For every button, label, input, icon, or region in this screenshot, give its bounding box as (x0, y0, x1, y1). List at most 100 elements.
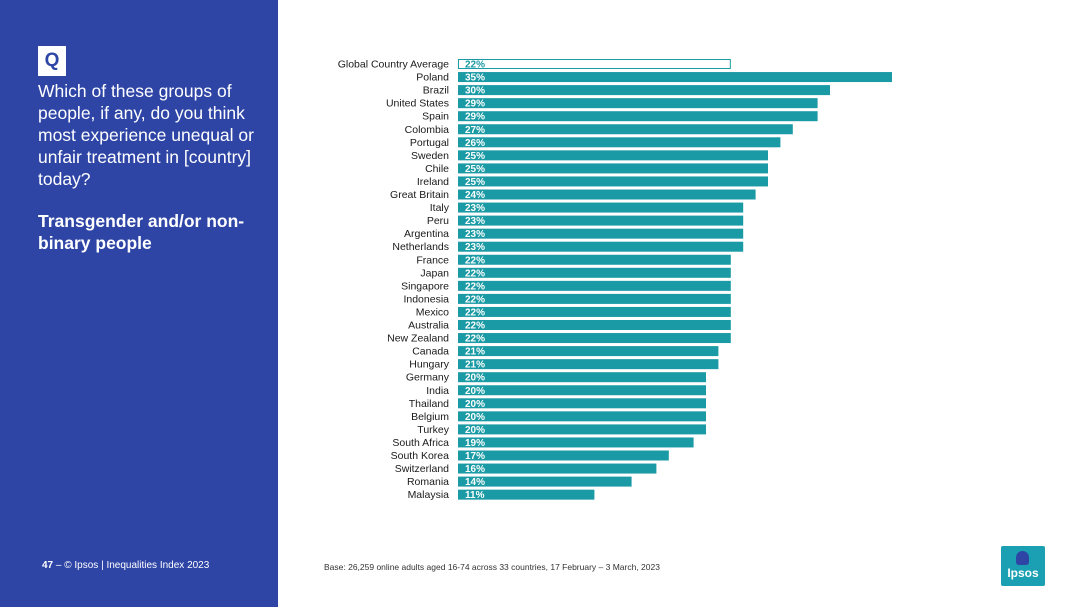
category-label-hungary: Hungary (409, 359, 449, 371)
category-label-ireland: Ireland (417, 176, 449, 188)
bar-south-africa (458, 437, 694, 448)
bar-global-country-average (458, 59, 731, 69)
category-label-global-country-average: Global Country Average (338, 59, 449, 71)
bar-brazil (458, 85, 830, 96)
value-label-france: 22% (465, 255, 485, 266)
value-label-portugal: 26% (465, 138, 485, 149)
category-label-spain: Spain (422, 111, 449, 123)
category-label-indonesia: Indonesia (403, 293, 449, 305)
value-label-global-country-average: 22% (465, 60, 485, 71)
footer-dash: – (55, 560, 65, 571)
bar-new-zealand (458, 333, 731, 344)
category-label-canada: Canada (412, 346, 449, 358)
category-label-mexico: Mexico (416, 306, 449, 318)
category-label-sweden: Sweden (411, 150, 449, 162)
logo-text: Ipsos (1007, 566, 1039, 580)
category-label-poland: Poland (416, 72, 449, 84)
footer: 47 – © Ipsos | Inequalities Index 2023 (42, 560, 209, 571)
bar-portugal (458, 137, 781, 148)
left-panel: Q Which of these groups of people, if an… (0, 0, 278, 607)
category-label-argentina: Argentina (404, 228, 449, 240)
base-note: Base: 26,259 online adults aged 16-74 ac… (324, 562, 660, 572)
value-label-india: 20% (465, 386, 485, 397)
value-label-south-africa: 19% (465, 438, 485, 449)
category-label-belgium: Belgium (411, 411, 449, 423)
value-label-malaysia: 11% (465, 490, 485, 501)
category-label-italy: Italy (430, 202, 450, 214)
value-label-switzerland: 16% (465, 464, 485, 475)
bar-chile (458, 163, 768, 174)
value-label-italy: 23% (465, 203, 485, 214)
category-label-new-zealand: New Zealand (387, 333, 449, 345)
category-label-australia: Australia (408, 320, 449, 332)
bar-canada (458, 346, 719, 357)
value-label-japan: 22% (465, 268, 485, 279)
bar-turkey (458, 424, 706, 435)
category-label-singapore: Singapore (401, 280, 449, 292)
value-label-germany: 20% (465, 373, 485, 384)
value-label-australia: 22% (465, 321, 485, 332)
category-label-chile: Chile (425, 163, 449, 175)
value-label-chile: 25% (465, 164, 485, 175)
value-label-indonesia: 22% (465, 294, 485, 305)
value-label-canada: 21% (465, 347, 485, 358)
value-label-poland: 35% (465, 73, 485, 84)
value-label-thailand: 20% (465, 399, 485, 410)
bar-germany (458, 372, 706, 383)
value-label-singapore: 22% (465, 281, 485, 292)
category-label-portugal: Portugal (410, 137, 449, 149)
bar-chart: Global Country Average 22% Poland 35% Brazil… (338, 59, 892, 501)
bar-thailand (458, 398, 706, 409)
bar-indonesia (458, 293, 731, 304)
question-badge: Q (38, 46, 66, 76)
category-label-south-africa: South Africa (392, 437, 449, 449)
question-text: Which of these groups of people, if any,… (38, 81, 254, 189)
category-label-colombia: Colombia (405, 124, 450, 136)
value-label-netherlands: 23% (465, 242, 485, 253)
value-label-sweden: 25% (465, 151, 485, 162)
value-label-peru: 23% (465, 216, 485, 227)
page-number: 47 (42, 560, 54, 571)
bar-singapore (458, 280, 731, 291)
bar-poland (458, 72, 892, 83)
bar-japan (458, 267, 731, 278)
subject-title: Transgender and/or non-binary people (38, 211, 245, 253)
bar-colombia (458, 124, 793, 135)
value-label-hungary: 21% (465, 360, 485, 371)
value-label-turkey: 20% (465, 425, 485, 436)
category-label-great-britain: Great Britain (390, 189, 449, 201)
bar-hungary (458, 359, 719, 370)
value-label-belgium: 20% (465, 412, 485, 423)
bar-netherlands (458, 241, 744, 252)
category-label-japan: Japan (420, 267, 449, 279)
bar-belgium (458, 411, 706, 422)
category-label-netherlands: Netherlands (392, 241, 449, 253)
bar-sweden (458, 150, 768, 161)
category-label-france: France (416, 254, 449, 266)
bar-malaysia (458, 489, 595, 500)
bar-great-britain (458, 189, 756, 200)
bar-spain (458, 111, 818, 122)
category-label-south-korea: South Korea (391, 450, 450, 462)
bar-italy (458, 202, 744, 213)
category-label-turkey: Turkey (417, 424, 449, 436)
bar-switzerland (458, 463, 657, 474)
ipsos-logo: Ipsos (1001, 546, 1045, 586)
category-label-india: India (426, 385, 449, 397)
bar-south-korea (458, 450, 669, 461)
category-label-romania: Romania (407, 476, 449, 488)
value-label-mexico: 22% (465, 307, 485, 318)
value-label-ireland: 25% (465, 177, 485, 188)
category-label-germany: Germany (406, 372, 450, 384)
bar-romania (458, 476, 632, 487)
category-label-peru: Peru (427, 215, 449, 227)
value-label-south-korea: 17% (465, 451, 485, 462)
category-label-thailand: Thailand (409, 398, 449, 410)
value-label-argentina: 23% (465, 229, 485, 240)
bar-united-states (458, 98, 818, 109)
category-label-brazil: Brazil (423, 85, 449, 97)
bar-mexico (458, 306, 731, 317)
category-label-switzerland: Switzerland (395, 463, 449, 475)
value-label-brazil: 30% (465, 86, 485, 97)
value-label-romania: 14% (465, 477, 485, 488)
